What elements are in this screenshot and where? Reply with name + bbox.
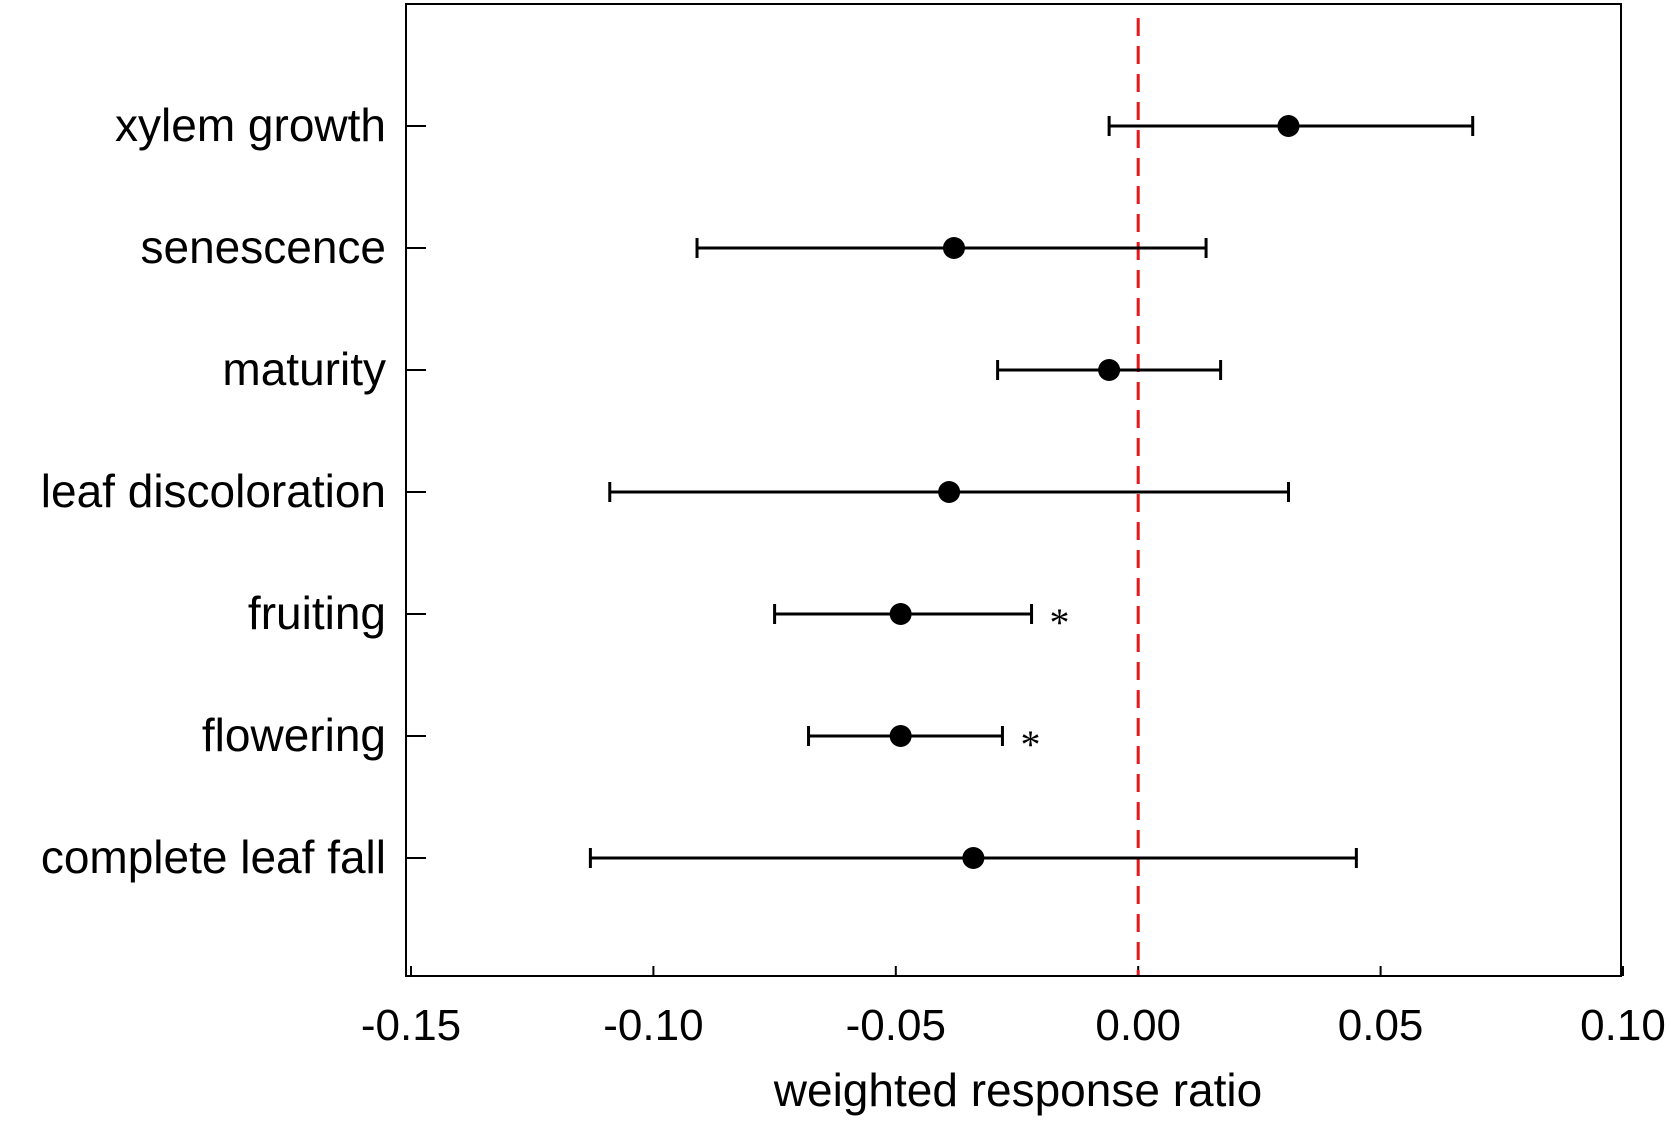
x-axis-title: weighted response ratio (773, 1064, 1262, 1116)
x-tick-label: 0.10 (1580, 1001, 1666, 1050)
category-label: flowering (202, 709, 386, 761)
significance-marker: * (1050, 600, 1070, 645)
point-estimate (938, 481, 961, 503)
x-tick-label: -0.10 (603, 1001, 703, 1050)
category-label: senescence (141, 221, 387, 273)
point-estimate (942, 237, 965, 259)
category-label: fruiting (248, 587, 386, 639)
point-estimate (1098, 359, 1121, 381)
axis-ticks (406, 125, 1624, 976)
x-tick-label: -0.15 (361, 1001, 461, 1050)
axis-labels: -0.15 -0.10 -0.05 0.00 0.05 0.10 xylem growth s… (41, 99, 1666, 1050)
category-label: xylem growth (115, 99, 386, 151)
category-label: maturity (222, 343, 386, 395)
point-estimate (962, 847, 985, 869)
x-tick-label: 0.05 (1338, 1001, 1424, 1050)
point-estimate (889, 603, 912, 625)
data-marks (588, 115, 1475, 869)
point-estimate (1277, 115, 1300, 137)
significance-marker: * (1020, 722, 1040, 767)
x-tick-label: -0.05 (846, 1001, 946, 1050)
category-label: leaf discoloration (41, 465, 386, 517)
category-label: complete leaf fall (41, 831, 386, 883)
point-estimate (889, 725, 912, 747)
plot-frame (405, 3, 1622, 977)
x-tick-label: 0.00 (1095, 1001, 1181, 1050)
